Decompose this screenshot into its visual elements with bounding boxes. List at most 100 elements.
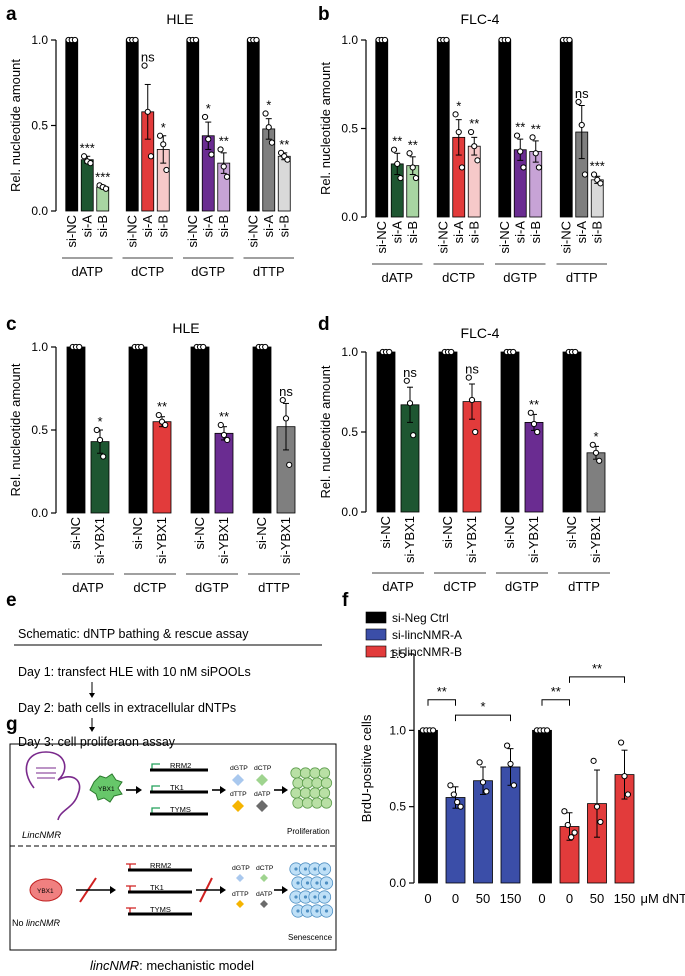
- data-point: [132, 36, 139, 44]
- cell-nucleus: [303, 867, 308, 871]
- y-tick-label: 1.0: [31, 33, 48, 47]
- data-point: [507, 760, 514, 768]
- legend-swatch: [365, 628, 387, 641]
- datp-icon: [256, 800, 268, 812]
- x-tick-label: 50: [590, 891, 604, 906]
- data-point: [568, 834, 575, 841]
- data-point: [593, 803, 601, 810]
- schematic-e: Schematic: dNTP bathing & rescue assay D…: [14, 627, 322, 749]
- data-point: [208, 151, 215, 158]
- significance-label: *: [97, 414, 102, 429]
- group-label: dTTP: [258, 580, 290, 595]
- cell: [290, 787, 302, 799]
- cell: [299, 767, 312, 779]
- significance-label: **: [408, 137, 418, 152]
- data-point: [457, 803, 464, 810]
- data-point: [520, 164, 527, 171]
- data-point: [443, 36, 450, 44]
- dgtp-icon: [236, 874, 244, 882]
- data-point: [144, 108, 151, 115]
- data-point: [163, 166, 170, 174]
- group-label: dCTP: [442, 270, 475, 285]
- data-point: [406, 400, 414, 407]
- gene-tk1-bottom: TK1: [126, 883, 192, 894]
- bar-label: si-NC: [558, 221, 573, 254]
- cell: [318, 767, 331, 779]
- data-point: [155, 411, 162, 419]
- schematic-title: Schematic: dNTP bathing & rescue assay: [18, 627, 249, 641]
- significance-label: **: [515, 120, 525, 135]
- chart-panel-b: FLC-4 Rel. nucleotide amount 0.0 0.5 1.0 si-N…: [318, 11, 607, 285]
- data-point: [564, 821, 571, 829]
- bar-label: si-NC: [245, 215, 260, 248]
- schematic-step-2: Day 2: bath cells in extracellular dNTPs: [18, 701, 236, 715]
- legend-swatch: [365, 611, 387, 624]
- significance-label: *: [206, 101, 211, 116]
- data-point: [535, 164, 543, 171]
- ybx1-label-top: YBX1: [98, 786, 115, 793]
- data-point: [474, 157, 481, 164]
- data-point: [265, 124, 272, 131]
- model-g: LincNMR YBX1 RRM2 TK1 TYMS dGTP dCTP dTT…: [9, 743, 337, 973]
- legend-label: si-Neg Ctrl: [392, 611, 449, 625]
- significance-label: *: [593, 429, 598, 444]
- y-axis-label: Rel. nucleotide amount: [318, 365, 333, 498]
- significance-label: ***: [590, 159, 605, 174]
- group-label: dCTP: [133, 580, 166, 595]
- ybx1-protein-icon: [29, 878, 63, 902]
- data-point: [513, 132, 521, 139]
- bar: [214, 432, 234, 514]
- data-point: [455, 128, 462, 136]
- bar-label: si-NC: [435, 221, 450, 254]
- cell-nucleus: [294, 895, 298, 899]
- dgtp-label: dGTP: [230, 765, 248, 772]
- bar-label: si-A: [512, 221, 527, 244]
- data-point: [618, 739, 625, 746]
- significance-label: **: [529, 397, 539, 412]
- data-point: [223, 173, 231, 180]
- data-point: [510, 782, 518, 789]
- cell-nucleus: [322, 867, 327, 871]
- arrowhead-icon: [110, 886, 116, 894]
- outcome-senescence: Senescence: [288, 933, 333, 942]
- data-point: [201, 113, 209, 121]
- bar-label: si-YBX1: [92, 517, 107, 564]
- cell-nucleus: [303, 895, 308, 899]
- data-point: [217, 146, 224, 153]
- data-point: [141, 62, 148, 69]
- data-point: [403, 377, 410, 384]
- arrowhead-icon: [220, 786, 226, 794]
- significance-label: ns: [279, 384, 293, 399]
- gene-label: TYMS: [150, 905, 171, 914]
- bar: [438, 351, 458, 513]
- data-point: [467, 128, 475, 136]
- y-axis-label: BrdU-positive cells: [359, 714, 374, 822]
- cell-nucleus: [305, 881, 310, 885]
- bar: [128, 346, 148, 514]
- bar: [445, 797, 466, 884]
- chart-panel-f: BrdU-positive cells 0.0 0.5 1.0 1.5 0 0 50 150 0 0…: [359, 611, 685, 906]
- significance-label: **: [219, 133, 229, 148]
- data-point: [147, 153, 155, 160]
- bar: [66, 346, 86, 514]
- bar: [125, 39, 139, 212]
- y-axis-label: Rel. nucleotide amount: [8, 363, 23, 496]
- bar-label: si-NC: [64, 215, 79, 248]
- x-axis-label: μM dNTPs: [641, 891, 685, 906]
- gene-label: TYMS: [170, 805, 191, 814]
- bar: [467, 145, 481, 218]
- bar-label: si-NC: [497, 221, 512, 254]
- chart-panel-a: HLE Rel. nucleotide amount 0.0 0.5 1.0 si-NC *…: [8, 11, 294, 279]
- bar-label: si-NC: [68, 517, 83, 550]
- data-point: [597, 180, 604, 187]
- group-label: dCTP: [443, 579, 476, 594]
- bar-label: si-A: [200, 215, 215, 238]
- legend-swatch: [365, 645, 387, 658]
- bar: [524, 421, 544, 513]
- data-point: [450, 791, 457, 798]
- panel-label-c: c: [6, 314, 17, 335]
- data-point: [268, 139, 276, 146]
- bar-label: si-A: [451, 221, 466, 244]
- data-point: [410, 432, 417, 439]
